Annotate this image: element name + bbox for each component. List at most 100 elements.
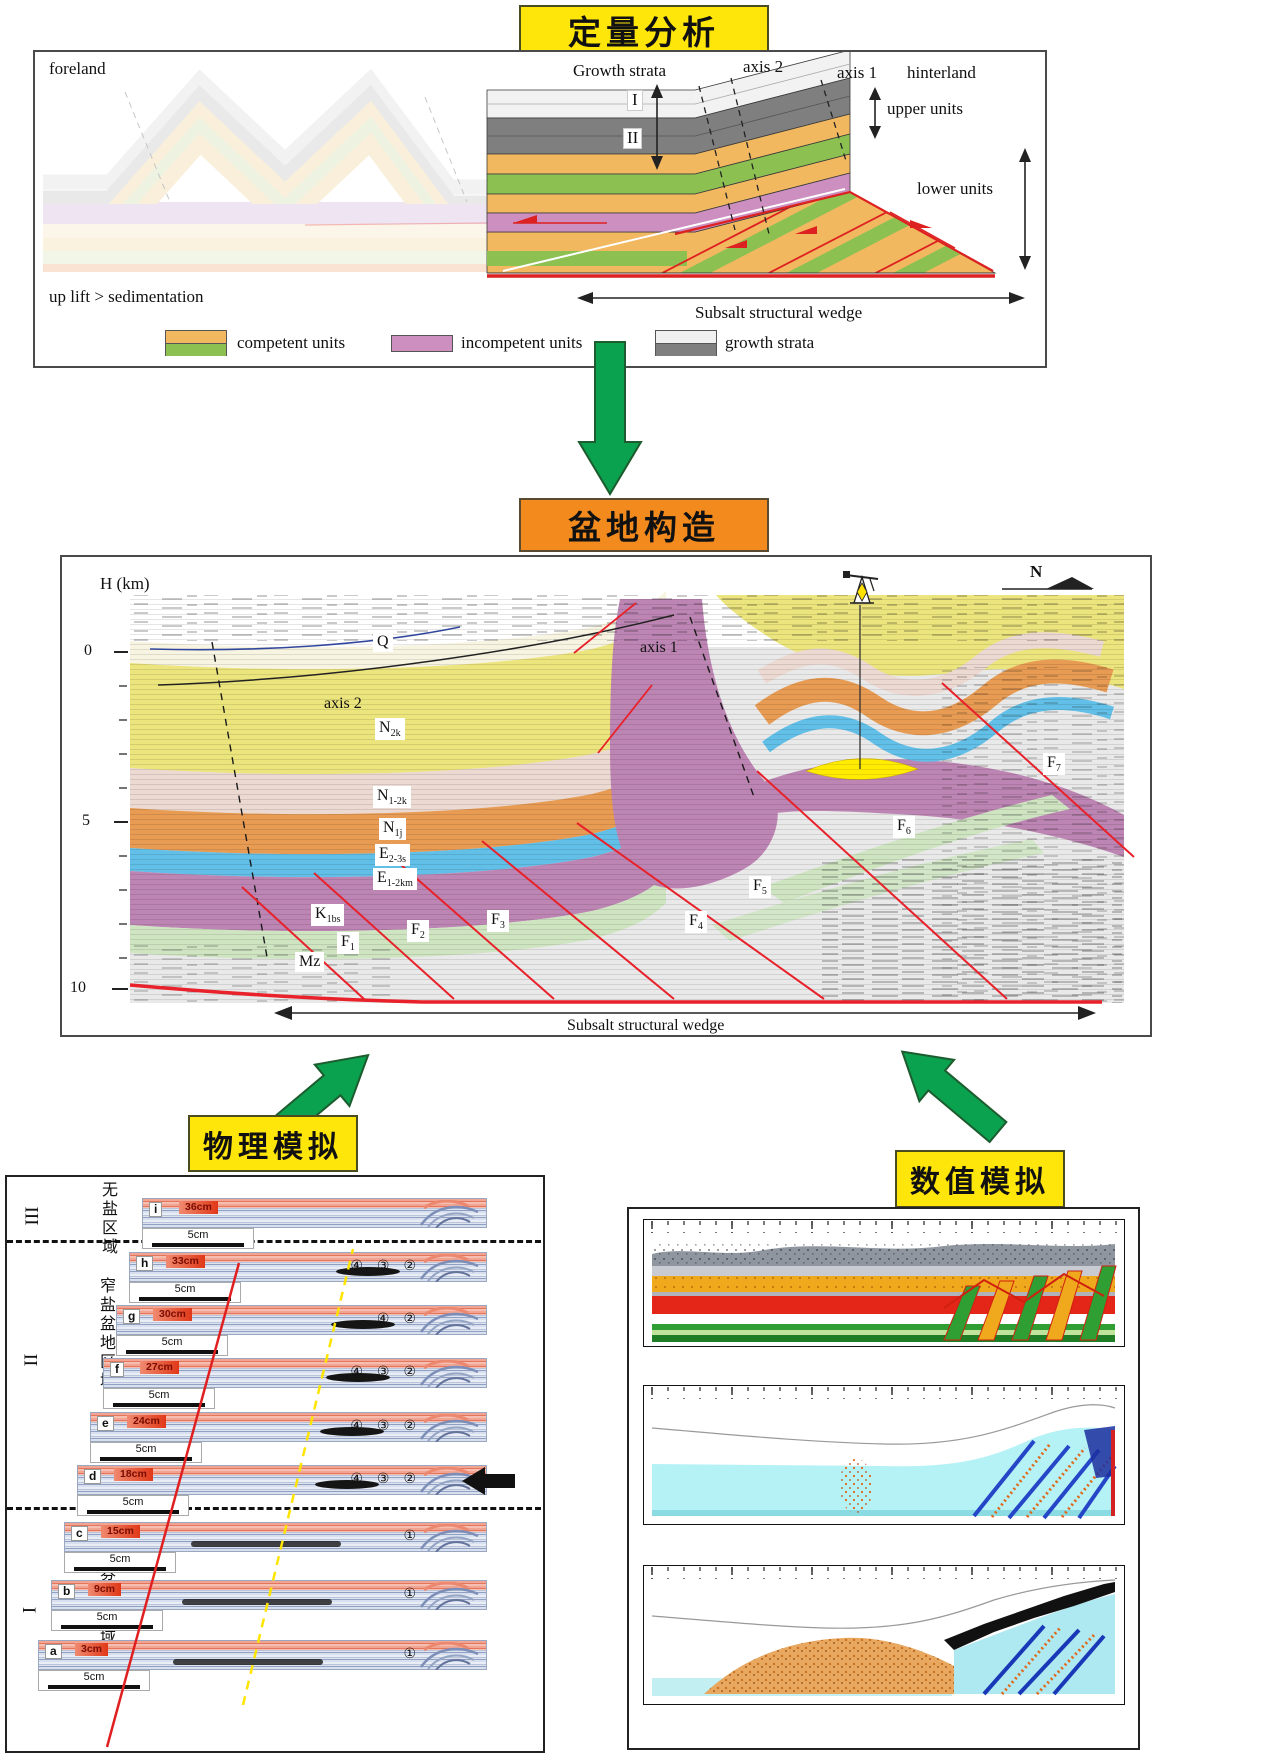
strip-h-scale-label: 5cm <box>174 1283 196 1295</box>
strat-mz-label: Mz <box>296 953 324 971</box>
legend-growth-label: growth strata <box>725 333 815 352</box>
competent-orange-swatch <box>166 331 226 344</box>
strat-e12km-label: E1-2km <box>374 869 416 890</box>
north-label: N <box>1030 562 1043 581</box>
seismic-interpretation <box>129 602 1135 1004</box>
competent-green-swatch <box>166 344 226 356</box>
strip-g-salt-blob <box>331 1320 396 1329</box>
fault-f5-label: F5 <box>750 877 770 898</box>
depth-axis-title: H (km) <box>100 574 150 593</box>
growth-light-swatch <box>656 331 716 344</box>
tick-0: 0 <box>84 642 92 659</box>
strip-i-sand-layer <box>143 1199 486 1208</box>
numerical-sim-strain-late <box>643 1565 1125 1705</box>
legend-incompetent-label: incompetent units <box>461 333 583 352</box>
strip-e-scale-bar <box>100 1457 192 1461</box>
region-i-roman: I <box>18 1606 40 1614</box>
strip-d-scale-bar <box>87 1510 179 1514</box>
strip-i-shortening: 36cm <box>179 1201 218 1214</box>
strip-i-fold-icon <box>419 1200 479 1228</box>
seismic-axis1-label: axis 1 <box>640 639 678 656</box>
physical-model-panel: III 无盐区域 II 窄盐盆地区域 I 宽盐盆地区域 i 36cm 5cm <box>5 1175 545 1753</box>
strip-a-scalebar: 5cm <box>38 1670 150 1691</box>
uplift-label: up lift > sedimentation <box>49 287 204 306</box>
model-strip-a: a 3cm ① <box>38 1640 487 1670</box>
model-strip-e: e 24cm ④③② <box>90 1412 487 1442</box>
strip-h-scalebar: 5cm <box>129 1282 241 1303</box>
strat-n1j-label: N1j <box>380 819 406 840</box>
strip-e-letter: e <box>97 1416 114 1431</box>
strip-g-scalebar: 5cm <box>116 1335 228 1356</box>
strip-b-scale-label: 5cm <box>96 1611 118 1623</box>
strip-a-fold-icon <box>419 1642 479 1670</box>
fault-f4-label: F4 <box>686 912 706 933</box>
model-strip-h: h 33cm ④③② <box>129 1252 487 1282</box>
numerical-sim-layered <box>643 1219 1125 1347</box>
strip-f-scale-label: 5cm <box>148 1389 170 1401</box>
strip-c-scale-label: 5cm <box>109 1553 131 1565</box>
strip-h-letter: h <box>136 1256 154 1271</box>
title-basin-structure-label: 盆地构造 <box>568 509 720 546</box>
strip-g-letter: g <box>123 1309 141 1324</box>
strip-b-salt-blob <box>182 1599 333 1605</box>
strip-a-scale-label: 5cm <box>83 1671 105 1683</box>
axis2-label: axis 2 <box>743 57 784 76</box>
conceptual-model-panel: foreland Growth strata axis 2 axis 1 hin… <box>33 50 1047 368</box>
numerical-sim-strain-early <box>643 1385 1125 1525</box>
depth-axis-ticks <box>112 651 128 990</box>
legend-swatch-competent <box>165 330 227 356</box>
strip-b-stage-marks: ① <box>403 1586 430 1602</box>
fault-f2-label: F2 <box>408 921 428 942</box>
seismic-subsalt-label: Subsalt structural wedge <box>567 1017 725 1034</box>
fault-f1-label: F1 <box>338 933 358 954</box>
flow-arrow-numerical-icon <box>900 1050 1008 1144</box>
title-quantitative-analysis: 定量分析 <box>519 5 769 55</box>
strip-i-scale-label: 5cm <box>187 1229 209 1241</box>
strip-d-letter: d <box>84 1469 102 1484</box>
strip-a-shortening: 3cm <box>75 1643 109 1656</box>
model-strip-i: i 36cm <box>142 1198 487 1228</box>
strip-i-letter: i <box>149 1202 163 1217</box>
strip-i-scale-bar <box>152 1243 244 1247</box>
strip-h-scale-bar <box>139 1297 231 1301</box>
strip-f-letter: f <box>110 1362 124 1377</box>
title-numerical-modeling: 数值模拟 <box>895 1150 1065 1208</box>
strip-h-fold-icon <box>419 1254 479 1282</box>
strip-h-shortening: 33cm <box>166 1255 205 1268</box>
strip-c-letter: c <box>71 1526 88 1541</box>
hinterland-label: hinterland <box>907 63 976 82</box>
strip-e-scalebar: 5cm <box>90 1442 202 1463</box>
thrust-slices <box>943 1265 1117 1341</box>
tick-10: 10 <box>70 979 86 996</box>
model-strip-f: f 27cm ④③② <box>103 1358 487 1388</box>
seismic-section-drawing <box>112 571 1135 1020</box>
legend-swatch-incompetent <box>391 335 453 352</box>
strip-d-scale-label: 5cm <box>122 1496 144 1508</box>
strip-b-letter: b <box>58 1584 76 1599</box>
strip-a-salt-blob <box>173 1659 324 1665</box>
strip-h-stage-marks: ④③② <box>350 1258 430 1274</box>
title-basin-structure: 盆地构造 <box>519 498 769 552</box>
strip-i-scalebar: 5cm <box>142 1228 254 1249</box>
subsalt-extent-arrow <box>274 1006 1096 1020</box>
strip-b-fold-icon <box>419 1582 479 1610</box>
strip-a-scale-bar <box>48 1685 140 1689</box>
numerical-sim-1-drawing <box>644 1220 1123 1345</box>
numerical-sim-3-drawing <box>644 1566 1123 1703</box>
title-quantitative-analysis-label: 定量分析 <box>568 14 720 51</box>
strip-d-scalebar: 5cm <box>77 1495 189 1516</box>
fault-f6-label: F6 <box>894 817 914 838</box>
strip-a-letter: a <box>45 1644 62 1659</box>
subsalt-wedge-label: Subsalt structural wedge <box>695 303 863 322</box>
strip-e-scale-label: 5cm <box>135 1443 157 1455</box>
model-strip-b: b 9cm ① <box>51 1580 487 1610</box>
conceptual-model-drawing <box>43 52 1031 304</box>
region-ii-roman: II <box>19 1353 41 1367</box>
strip-b-scale-bar <box>61 1625 153 1629</box>
foreland-label: foreland <box>49 59 106 78</box>
growth-dark-swatch <box>656 344 716 356</box>
strip-c-stage-marks: ① <box>403 1528 430 1544</box>
fault-f7-label: F7 <box>1044 754 1064 775</box>
strip-g-stage-marks: ④② <box>376 1311 430 1327</box>
strat-e23s-label: E2-3s <box>376 845 410 866</box>
